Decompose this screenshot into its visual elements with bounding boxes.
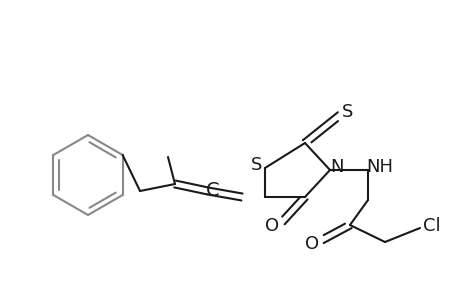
- Text: O: O: [304, 235, 319, 253]
- Text: S: S: [341, 103, 353, 121]
- Text: O: O: [264, 217, 279, 235]
- Text: NH: NH: [366, 158, 392, 176]
- Text: N: N: [330, 158, 343, 176]
- Text: S: S: [251, 156, 262, 174]
- Text: C: C: [206, 182, 219, 200]
- Text: Cl: Cl: [422, 217, 440, 235]
